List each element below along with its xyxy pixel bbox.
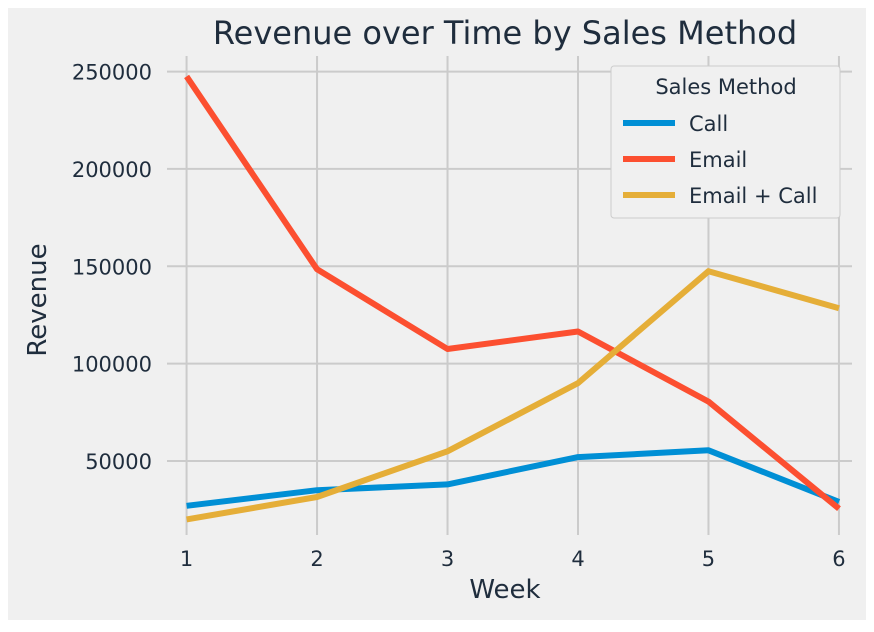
series-line-email-call <box>186 268 840 523</box>
x-axis-label: Week <box>469 575 540 605</box>
y-tick-label: 150000 <box>72 255 152 279</box>
x-tick-label: 4 <box>571 547 584 571</box>
x-tick-label: 2 <box>310 547 323 571</box>
x-tick-label: 1 <box>180 547 193 571</box>
x-tick-label: 6 <box>832 547 845 571</box>
y-tick-label: 100000 <box>72 353 152 377</box>
legend-entries: Call Email Email + Call <box>623 112 817 208</box>
y-tick-labels: 50000 100000 150000 200000 250000 <box>72 61 152 474</box>
legend: Sales Method Call Email Email + Call <box>610 65 841 219</box>
chart-title: Revenue over Time by Sales Method <box>213 14 797 52</box>
x-tick-label: 5 <box>702 547 715 571</box>
x-tick-labels: 1 2 3 4 5 6 <box>180 547 846 571</box>
legend-label-email-call: Email + Call <box>689 184 817 208</box>
legend-box <box>610 65 841 219</box>
y-tick-label: 250000 <box>72 61 152 85</box>
gridlines <box>167 56 852 535</box>
series-line-email <box>184 74 841 512</box>
legend-label-call: Call <box>689 112 728 136</box>
legend-label-email: Email <box>689 148 747 172</box>
y-axis-label: Revenue <box>23 243 53 356</box>
series-line-call <box>186 447 841 509</box>
y-tick-label: 50000 <box>85 450 152 474</box>
series-lines <box>184 74 841 523</box>
legend-title: Sales Method <box>655 75 796 99</box>
y-tick-label: 200000 <box>72 158 152 182</box>
x-tick-label: 3 <box>441 547 454 571</box>
